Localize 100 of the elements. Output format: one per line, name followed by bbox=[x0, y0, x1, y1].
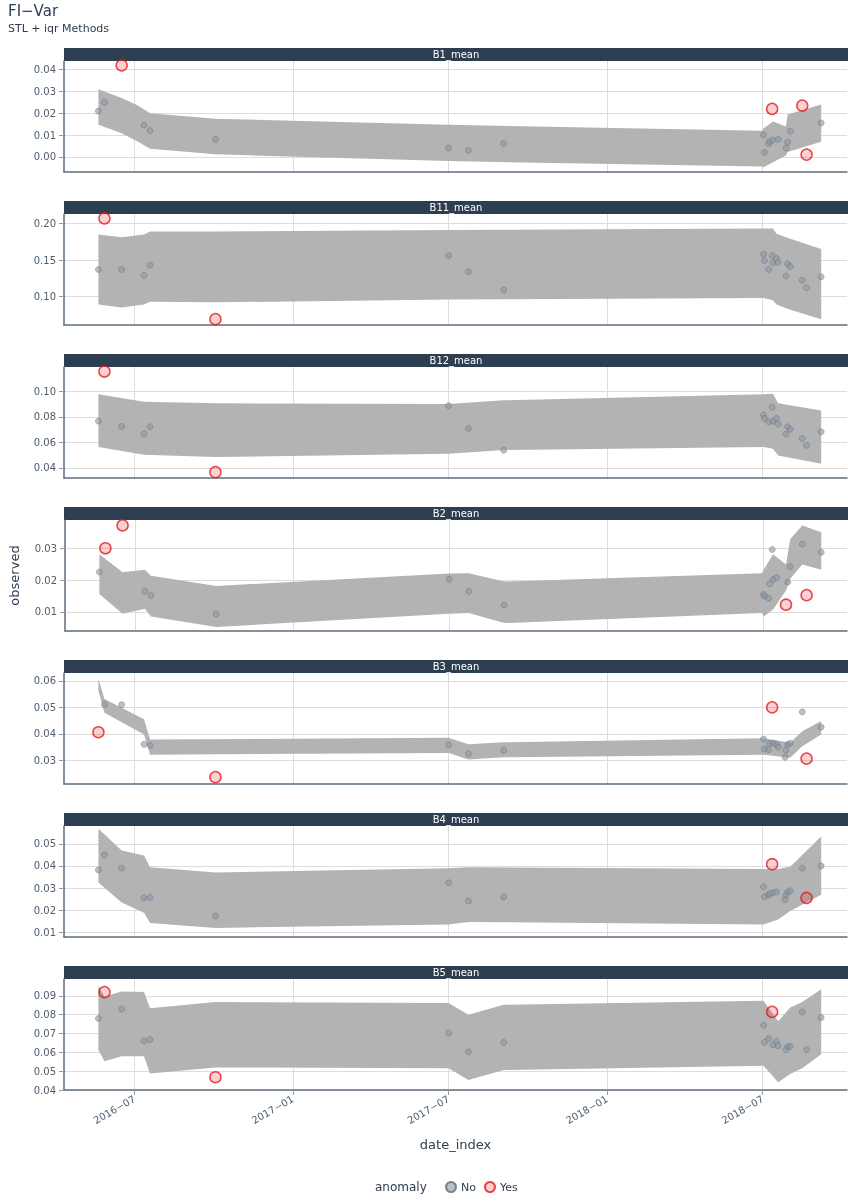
y-tick-label: 0.05 bbox=[33, 701, 56, 713]
y-tick-label: 0.04 bbox=[33, 728, 56, 740]
point bbox=[141, 588, 149, 595]
point bbox=[146, 127, 154, 134]
point bbox=[773, 888, 780, 896]
point bbox=[781, 896, 789, 903]
point bbox=[765, 418, 772, 425]
y-tick-label: 0.02 bbox=[33, 904, 56, 916]
point bbox=[209, 465, 222, 479]
y-tick-label: 0.04 bbox=[33, 860, 56, 872]
point bbox=[118, 423, 125, 430]
point bbox=[782, 430, 790, 438]
y-tick-label: 0.03 bbox=[33, 882, 56, 894]
point bbox=[445, 252, 452, 259]
point bbox=[817, 1014, 825, 1021]
point bbox=[101, 99, 108, 106]
point bbox=[761, 257, 768, 264]
point bbox=[769, 259, 777, 267]
point bbox=[787, 563, 794, 570]
point bbox=[781, 754, 789, 761]
point bbox=[465, 1048, 472, 1056]
y-tick-label: 0.00 bbox=[33, 151, 56, 163]
point bbox=[140, 741, 148, 748]
point bbox=[465, 146, 472, 154]
point bbox=[774, 258, 782, 266]
point bbox=[774, 136, 782, 143]
point bbox=[765, 102, 779, 116]
point bbox=[500, 140, 507, 147]
point bbox=[146, 423, 154, 431]
point bbox=[765, 746, 772, 753]
y-tick-label: 0.03 bbox=[33, 85, 56, 97]
point bbox=[116, 519, 129, 532]
point bbox=[803, 442, 810, 449]
point bbox=[760, 883, 767, 891]
point bbox=[99, 541, 112, 555]
point bbox=[445, 144, 452, 152]
point bbox=[800, 148, 813, 161]
y-tick-label: 0.01 bbox=[33, 927, 56, 939]
y-tick-label: 0.07 bbox=[33, 1028, 56, 1040]
chart-title: B1_mean bbox=[64, 48, 848, 61]
y-tick-label: 0.06 bbox=[33, 675, 56, 687]
point bbox=[799, 864, 806, 872]
point bbox=[118, 266, 125, 273]
point bbox=[761, 149, 768, 156]
point bbox=[817, 273, 825, 281]
chart-title: B2_mean bbox=[64, 507, 848, 520]
y-tick-label: 0.05 bbox=[33, 1065, 56, 1077]
point bbox=[209, 312, 222, 326]
text: FI−Var bbox=[8, 2, 60, 20]
point bbox=[782, 272, 790, 280]
point bbox=[140, 121, 148, 129]
point bbox=[765, 857, 779, 871]
point bbox=[765, 595, 773, 602]
point bbox=[799, 1008, 806, 1016]
point bbox=[768, 546, 776, 553]
point bbox=[95, 107, 102, 115]
point bbox=[786, 128, 794, 135]
y-tick-label: 0.02 bbox=[34, 574, 57, 586]
point bbox=[95, 866, 102, 874]
point bbox=[765, 1035, 772, 1042]
point bbox=[773, 415, 780, 422]
point bbox=[773, 574, 780, 581]
y-tick-label: 0.01 bbox=[33, 129, 56, 141]
point bbox=[773, 1038, 780, 1045]
y-tick-label: 0.04 bbox=[33, 1084, 56, 1096]
point bbox=[761, 415, 768, 422]
y-tick-label: 0.03 bbox=[34, 543, 57, 555]
point bbox=[147, 592, 155, 599]
point bbox=[465, 425, 472, 432]
point bbox=[768, 252, 776, 259]
y-tick-label: 0.08 bbox=[33, 1009, 56, 1021]
point bbox=[101, 851, 108, 859]
y-tick-label: 0.04 bbox=[33, 462, 56, 474]
point bbox=[799, 708, 806, 716]
point bbox=[465, 588, 473, 595]
point bbox=[800, 588, 813, 602]
y-tick-label: 0.10 bbox=[33, 385, 56, 397]
point bbox=[146, 261, 154, 269]
y-tick-label: 0.03 bbox=[33, 754, 56, 766]
y-tick-label: 0.06 bbox=[33, 1046, 56, 1058]
point bbox=[800, 891, 813, 905]
point bbox=[500, 747, 507, 754]
point bbox=[140, 894, 148, 902]
y-tick-label: 0.06 bbox=[33, 436, 56, 448]
point bbox=[760, 250, 767, 258]
chart-title: B3_mean bbox=[64, 660, 848, 673]
y-tick-label: 0.05 bbox=[33, 838, 56, 850]
point bbox=[101, 701, 108, 708]
point bbox=[761, 745, 768, 753]
point bbox=[500, 1039, 507, 1046]
legend-title: anomaly bbox=[375, 1180, 427, 1194]
point bbox=[118, 864, 125, 872]
point bbox=[784, 138, 791, 146]
point bbox=[817, 862, 825, 870]
point bbox=[465, 268, 472, 275]
point bbox=[799, 435, 806, 442]
y-tick-label: 0.08 bbox=[33, 411, 56, 423]
point bbox=[760, 735, 767, 743]
y-tick-label: 0.15 bbox=[33, 254, 56, 266]
point bbox=[765, 1005, 779, 1019]
